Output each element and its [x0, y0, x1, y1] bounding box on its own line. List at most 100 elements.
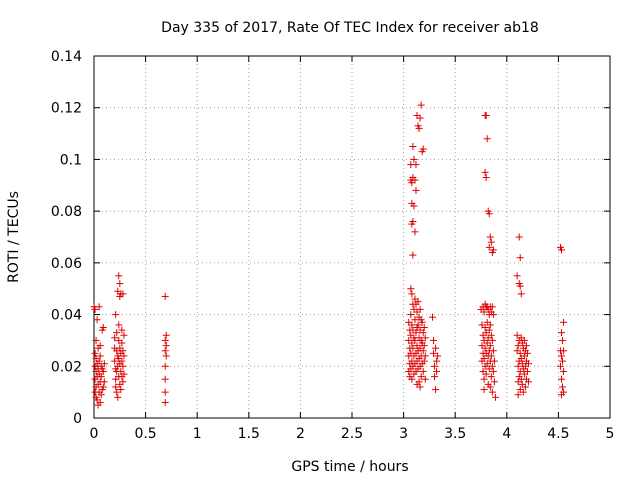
- data-point: [93, 316, 101, 324]
- data-point: [428, 313, 436, 321]
- data-point: [95, 303, 103, 311]
- data-points: [90, 101, 568, 409]
- data-point: [161, 362, 169, 370]
- data-point: [421, 352, 429, 360]
- data-point: [118, 357, 126, 365]
- data-point: [417, 373, 425, 381]
- data-point: [418, 318, 426, 326]
- data-point: [119, 290, 127, 298]
- y-tick-label: 0.04: [51, 308, 82, 324]
- data-point: [116, 280, 124, 288]
- data-point: [414, 298, 422, 306]
- data-point: [421, 334, 429, 342]
- data-point: [513, 272, 521, 280]
- data-point: [489, 246, 497, 254]
- data-point: [489, 311, 497, 319]
- data-point: [97, 391, 105, 399]
- data-point: [416, 114, 424, 122]
- data-point: [488, 303, 496, 311]
- data-point: [161, 292, 169, 300]
- data-point: [117, 386, 125, 394]
- data-point: [421, 375, 429, 383]
- data-point: [100, 360, 108, 368]
- data-point: [517, 290, 525, 298]
- x-tick-label: 1: [193, 426, 202, 442]
- data-point: [95, 357, 103, 365]
- data-point: [480, 355, 488, 363]
- data-point: [115, 272, 123, 280]
- data-point: [111, 334, 119, 342]
- y-tick-label: 0.12: [51, 101, 82, 117]
- y-tick-label: 0.02: [51, 359, 82, 375]
- data-point: [410, 155, 418, 163]
- data-point: [523, 367, 531, 375]
- data-point: [432, 386, 440, 394]
- data-point: [119, 378, 127, 386]
- data-point: [431, 362, 439, 370]
- data-point: [115, 321, 123, 329]
- data-point: [409, 344, 417, 352]
- data-point: [409, 143, 417, 150]
- data-point: [161, 336, 169, 344]
- data-point: [489, 347, 497, 355]
- data-point: [486, 233, 494, 241]
- data-point: [99, 324, 107, 331]
- y-axis-label: ROTI / TECUs: [6, 191, 22, 283]
- data-point: [488, 388, 496, 396]
- data-point: [91, 349, 99, 357]
- data-point: [516, 349, 524, 357]
- data-point: [114, 393, 122, 401]
- data-point: [559, 357, 567, 365]
- y-tick-labels: 0 0.02 0.04 0.06 0.08 0.1 0.12 0.14: [51, 49, 82, 427]
- x-tick-label: 0.5: [134, 426, 156, 442]
- data-point: [433, 357, 441, 365]
- data-point: [419, 145, 427, 153]
- data-point: [430, 336, 438, 344]
- data-point: [112, 311, 120, 319]
- data-point: [481, 344, 489, 352]
- data-point: [96, 352, 104, 360]
- data-point: [420, 357, 428, 365]
- data-point: [485, 210, 493, 218]
- data-point: [523, 349, 531, 357]
- x-axis-label: GPS time / hours: [291, 459, 408, 475]
- data-point: [113, 388, 121, 396]
- data-point: [556, 362, 564, 370]
- data-point: [409, 217, 417, 225]
- x-tick-label: 1.5: [238, 426, 260, 442]
- data-point: [487, 352, 495, 360]
- data-point: [481, 168, 489, 176]
- data-point: [419, 329, 427, 337]
- data-point: [96, 342, 104, 350]
- data-point: [487, 238, 495, 246]
- data-point: [519, 388, 527, 396]
- x-tick-label: 5: [606, 426, 615, 442]
- data-point: [516, 282, 524, 290]
- data-point: [557, 375, 565, 383]
- data-point: [412, 329, 420, 337]
- x-tick-label: 2: [296, 426, 305, 442]
- data-point: [482, 174, 490, 182]
- data-point: [514, 391, 522, 399]
- data-point: [99, 383, 107, 391]
- data-point: [483, 135, 491, 143]
- data-point: [485, 326, 493, 334]
- data-point: [410, 202, 418, 210]
- data-point: [521, 383, 529, 391]
- data-point: [412, 186, 420, 194]
- data-point: [486, 383, 494, 391]
- y-tick-label: 0.08: [51, 204, 82, 220]
- x-tick-label: 3: [399, 426, 408, 442]
- data-point: [119, 347, 127, 355]
- data-point: [490, 378, 498, 386]
- data-point: [480, 308, 488, 316]
- data-point: [520, 336, 528, 344]
- data-point: [412, 161, 420, 169]
- data-point: [120, 331, 128, 339]
- data-point: [557, 391, 565, 399]
- data-point: [488, 362, 496, 370]
- data-point: [557, 352, 565, 360]
- data-point: [557, 246, 565, 254]
- data-point: [433, 367, 441, 375]
